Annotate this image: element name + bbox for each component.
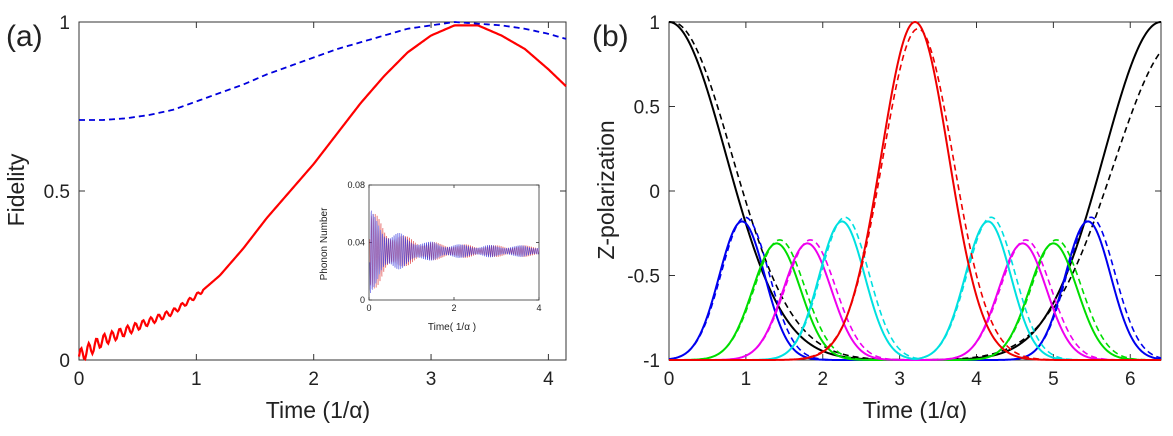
panel-b: (b) 0 1 2 3 4 5 6 -1 -0.5 0 0.5 1 Time (1/α) Z-pola… [592,13,1162,423]
a-ytick-label: 0.5 [44,182,70,203]
panel-b-xlabel: Time (1/α) [863,397,967,423]
series-magenta-dashed [669,239,1161,361]
a-ytick-label: 1 [59,13,70,34]
panel-a: (a) 0 1 2 3 400.51 Time (1/α) Fidelity 0 2 400… [3,13,567,423]
b-xtick-label: 4 [971,369,982,390]
series-red-dashed [669,27,1161,361]
inset-ytick-label: 0 [360,295,365,305]
a-xtick-label: 2 [308,369,319,390]
inset-xtick-label: 4 [536,303,541,313]
b-xtick-label: 6 [1125,369,1136,390]
panel-a-xlabel: Time (1/α) [266,397,370,423]
series-blue-dashed [668,216,1162,361]
series-cyan-solid [669,220,1161,361]
panel-b-ylabel: Z-polarization [593,120,619,259]
inset-ytick-label: 0.04 [347,238,365,248]
panel-b-label: (b) [592,20,629,53]
panel-a-inset: 0 2 4 0 0.04 0.08 Time( 1/α ) Phonon Number [319,180,542,333]
b-ytick-label: 0.5 [634,98,660,119]
a-xtick-label: 1 [191,369,202,390]
panel-a-ylabel: Fidelity [3,153,29,226]
a-xtick-label: 4 [543,369,554,390]
series-blue-solid [668,220,1162,361]
series-solid [77,24,567,362]
b-ytick-label: -1 [643,351,660,372]
inset-ylabel: Phonon Number [319,207,330,280]
b-xtick-label: 3 [894,369,905,390]
inset-ytick-label: 0.08 [347,180,365,190]
inset-phonon-b [369,210,540,294]
inset-xlabel: Time( 1/α ) [428,322,476,333]
inset-series [369,210,540,294]
inset-background [369,185,539,300]
series-dashed [79,21,567,121]
panel-b-series [668,20,1162,362]
panel-b-axes: 0 1 2 3 4 5 6 -1 -0.5 0 0.5 1 [627,13,1162,390]
b-ytick-label: 0 [649,182,660,203]
b-ytick-label: -0.5 [627,267,660,288]
series-green-dashed [669,239,1161,361]
series-cyan-dashed [669,216,1161,361]
a-ytick-label: 0 [59,351,70,372]
inset-xtick-label: 2 [451,303,456,313]
b-xtick-label: 2 [817,369,828,390]
b-xtick-label: 1 [741,369,752,390]
panel-a-series [77,21,567,362]
inset-axes: 0 2 4 0 0.04 0.08 [347,180,541,313]
a-xtick-label: 0 [74,369,85,390]
panel-a-label: (a) [6,20,43,53]
b-xtick-label: 5 [1048,369,1059,390]
inset-xtick-label: 0 [366,303,371,313]
series-black-dashed [668,21,1162,361]
a-xtick-label: 3 [426,369,437,390]
b-xtick-label: 0 [664,369,675,390]
b-ytick-label: 1 [649,13,660,34]
panel-a-axes: 0 1 2 3 4 0 0.5 1 [44,13,567,390]
